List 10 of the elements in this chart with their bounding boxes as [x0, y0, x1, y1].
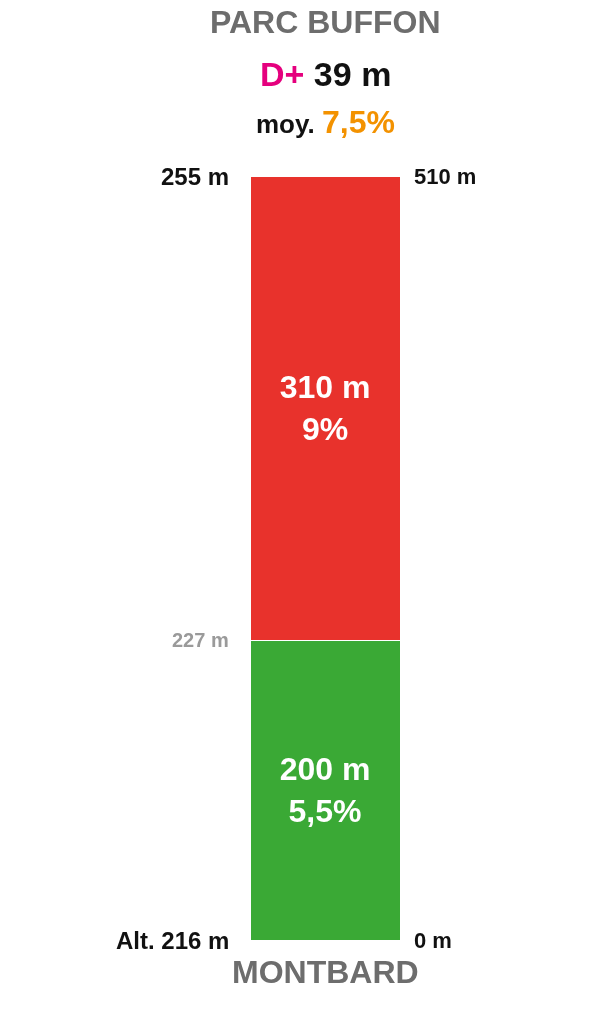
text: 227 m — [172, 629, 229, 651]
data-label: 310 m 9% — [279, 369, 371, 447]
text: Alt. 216 m — [116, 927, 230, 954]
chart-title: PARC BUFFON — [210, 4, 441, 40]
chart-subtitle: D+ 39 m moy. 7,5% — [256, 55, 395, 140]
x-axis-title: MONTBARD — [232, 954, 419, 990]
text: 255 m — [161, 163, 230, 190]
y-tick-label: 510 m — [414, 163, 477, 189]
data-label: 200 m 5,5% — [279, 751, 371, 829]
y-tick-label: 0 m — [414, 927, 452, 953]
